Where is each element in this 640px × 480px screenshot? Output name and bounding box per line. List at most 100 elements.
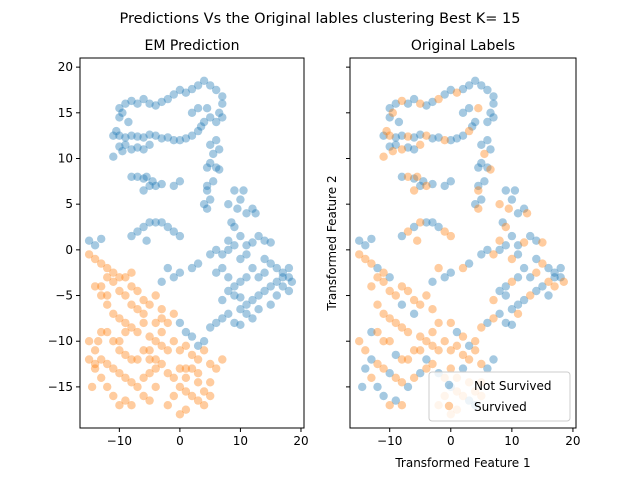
left-point-series-1 [145, 369, 154, 378]
left-point-series-1 [103, 263, 112, 273]
left-point-series-0 [175, 318, 185, 328]
left-point-series-0 [118, 108, 127, 118]
right-point-series-0 [483, 85, 492, 95]
left-point-series-0 [187, 332, 197, 341]
right-point-series-0 [419, 177, 428, 186]
right-point-series-1 [422, 337, 431, 346]
right-point-series-1 [385, 131, 394, 140]
left-point-series-1 [193, 369, 203, 378]
left-point-series-0 [224, 200, 233, 209]
left-point-series-1 [84, 355, 94, 364]
right-point-series-0 [513, 273, 523, 282]
left-point-series-1 [121, 396, 130, 405]
left-point-series-0 [218, 314, 227, 323]
right-point-series-0 [486, 108, 495, 118]
right-point-series-0 [483, 245, 492, 255]
right-point-series-0 [474, 163, 483, 172]
left-point-series-1 [97, 291, 106, 300]
right-point-series-0 [403, 99, 413, 108]
right-point-series-0 [397, 131, 407, 140]
right-point-series-1 [532, 268, 541, 277]
left-point-series-1 [163, 369, 172, 378]
right-point-series-1 [486, 165, 495, 174]
right-panel-title: Original Labels [411, 38, 515, 54]
right-point-series-0 [367, 234, 376, 244]
left-point-series-1 [157, 314, 166, 323]
left-point-series-0 [278, 273, 287, 282]
left-point-series-0 [133, 99, 142, 108]
right-point-series-1 [416, 218, 425, 227]
left-point-series-0 [206, 140, 215, 149]
left-y-tick-label: 5 [65, 197, 73, 211]
right-point-series-1 [458, 263, 468, 273]
right-point-series-1 [474, 186, 483, 195]
right-point-series-1 [446, 231, 455, 241]
left-point-series-1 [169, 391, 178, 401]
left-point-series-0 [151, 218, 160, 227]
left-y-tick-label: 20 [58, 60, 73, 74]
left-point-series-0 [266, 259, 275, 268]
left-point-series-0 [133, 132, 142, 141]
right-point-series-0 [507, 305, 517, 314]
left-point-series-0 [145, 130, 154, 139]
right-point-series-0 [507, 195, 517, 204]
left-point-series-0 [224, 245, 233, 255]
left-point-series-1 [169, 373, 178, 382]
right-point-series-1 [403, 286, 413, 296]
left-point-series-1 [103, 327, 112, 337]
right-point-series-1 [519, 238, 529, 247]
right-point-series-1 [391, 291, 400, 300]
right-point-series-0 [501, 186, 510, 195]
right-point-series-0 [409, 309, 419, 318]
left-point-series-1 [103, 291, 112, 300]
left-point-series-1 [181, 387, 191, 396]
left-point-series-0 [199, 200, 209, 209]
right-point-series-1 [428, 341, 437, 350]
left-point-series-1 [157, 305, 166, 314]
left-point-series-0 [218, 263, 227, 273]
left-point-series-1 [139, 373, 148, 382]
right-point-series-1 [495, 200, 504, 209]
left-point-series-0 [121, 99, 130, 108]
left-point-series-0 [139, 145, 148, 154]
right-point-series-0 [452, 134, 462, 143]
right-point-series-0 [385, 113, 394, 122]
right-point-series-1 [361, 346, 370, 355]
right-point-series-1 [355, 337, 364, 346]
left-point-series-1 [103, 382, 112, 392]
left-point-series-0 [202, 163, 212, 172]
right-point-series-0 [501, 282, 510, 291]
left-point-series-1 [115, 286, 124, 296]
right-point-series-1 [489, 314, 498, 323]
right-point-series-1 [544, 277, 553, 286]
left-point-series-0 [175, 136, 185, 145]
left-point-series-1 [133, 355, 142, 364]
left-point-series-0 [202, 181, 212, 191]
right-point-series-1 [409, 186, 419, 195]
right-point-series-1 [403, 172, 413, 181]
right-point-series-1 [422, 291, 431, 300]
left-point-series-1 [187, 350, 197, 360]
left-point-series-0 [266, 282, 275, 291]
left-point-series-1 [151, 355, 160, 364]
right-point-series-1 [440, 136, 449, 145]
left-point-series-1 [175, 364, 185, 373]
left-point-series-0 [284, 263, 294, 273]
right-point-series-1 [422, 364, 431, 373]
left-point-series-1 [109, 268, 118, 277]
left-point-series-0 [175, 231, 185, 241]
left-point-series-0 [109, 152, 118, 161]
left-point-series-0 [224, 236, 233, 245]
left-point-series-0 [115, 142, 124, 151]
left-point-series-0 [151, 131, 160, 140]
right-point-series-0 [468, 122, 477, 131]
left-point-series-0 [145, 140, 154, 149]
right-point-series-1 [422, 131, 431, 140]
left-point-series-0 [242, 241, 251, 250]
left-point-series-1 [145, 332, 154, 341]
left-point-series-0 [230, 291, 239, 300]
right-point-series-1 [397, 401, 407, 410]
left-point-series-0 [127, 131, 136, 140]
right-point-series-0 [416, 369, 425, 378]
left-point-series-0 [148, 177, 157, 186]
